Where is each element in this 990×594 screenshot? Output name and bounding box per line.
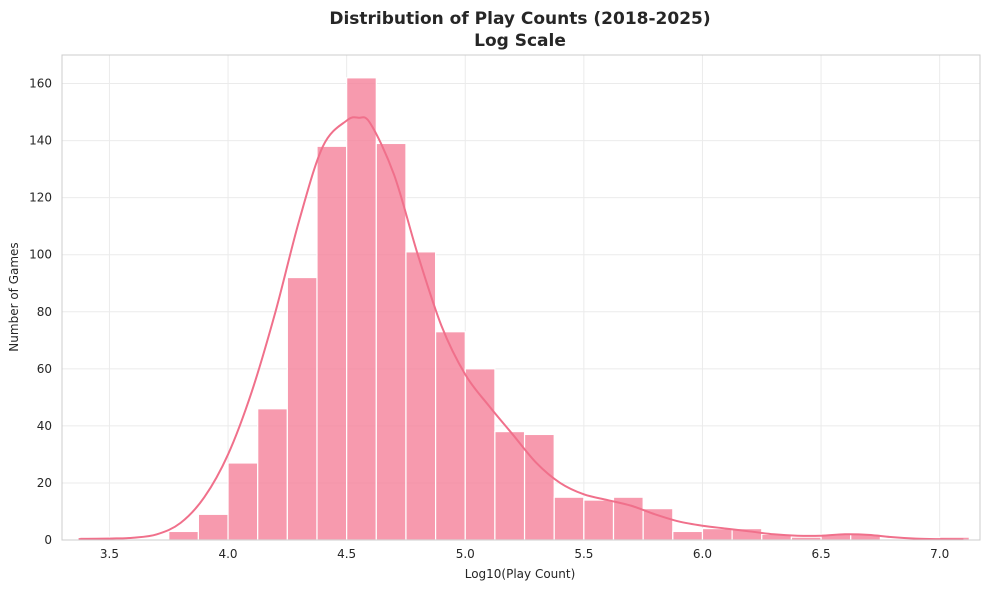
histogram-bar bbox=[197, 513, 229, 541]
y-tick-label: 140 bbox=[29, 134, 52, 148]
chart-title: Distribution of Play Counts (2018-2025) bbox=[329, 9, 710, 29]
chart-subtitle: Log Scale bbox=[474, 31, 566, 51]
axes-frame bbox=[61, 54, 981, 541]
histogram-bar bbox=[257, 408, 288, 541]
histogram-bar bbox=[553, 496, 585, 541]
histogram-bar bbox=[494, 430, 526, 541]
y-axis-label: Number of Games bbox=[7, 242, 21, 351]
histogram-bar bbox=[612, 496, 644, 541]
histogram-bar bbox=[286, 276, 318, 541]
kde-layer bbox=[78, 116, 964, 541]
x-tick-label: 6.0 bbox=[693, 547, 712, 561]
histogram-bar bbox=[672, 530, 704, 541]
y-tick-label: 20 bbox=[37, 476, 52, 490]
x-tick-label: 6.5 bbox=[812, 547, 831, 561]
x-axis-label: Log10(Play Count) bbox=[465, 567, 576, 581]
y-tick-label: 100 bbox=[29, 248, 52, 262]
y-tick-label: 0 bbox=[44, 533, 52, 547]
y-tick-label: 40 bbox=[37, 419, 52, 433]
histogram-bar bbox=[642, 508, 674, 541]
x-tick-label: 3.5 bbox=[100, 547, 119, 561]
x-tick-label: 5.0 bbox=[456, 547, 475, 561]
x-tick-label: 4.5 bbox=[337, 547, 356, 561]
x-tick-label: 4.0 bbox=[218, 547, 237, 561]
histogram-bar bbox=[316, 145, 348, 541]
histogram-bar bbox=[168, 530, 199, 541]
histogram-bar bbox=[346, 77, 377, 541]
histogram-bar bbox=[701, 527, 733, 541]
histogram-bar bbox=[227, 462, 259, 541]
kde-line bbox=[78, 116, 964, 541]
x-tick-label: 5.5 bbox=[574, 547, 593, 561]
y-tick-labels: 0 20 40 60 80 100 120 140 160 bbox=[29, 77, 52, 547]
histogram-bar bbox=[405, 251, 437, 541]
y-tick-label: 80 bbox=[37, 305, 52, 319]
y-tick-label: 160 bbox=[29, 77, 52, 91]
x-tick-labels: 3.5 4.0 4.5 5.0 5.5 6.0 6.5 7.0 bbox=[100, 547, 949, 561]
histogram-bar bbox=[375, 142, 407, 541]
histogram-bar bbox=[464, 368, 496, 541]
histogram-bar bbox=[583, 499, 615, 541]
y-tick-label: 120 bbox=[29, 191, 52, 205]
histogram-bar bbox=[523, 433, 555, 541]
x-tick-label: 7.0 bbox=[930, 547, 949, 561]
y-tick-label: 60 bbox=[37, 362, 52, 376]
histogram-bar bbox=[435, 331, 466, 541]
